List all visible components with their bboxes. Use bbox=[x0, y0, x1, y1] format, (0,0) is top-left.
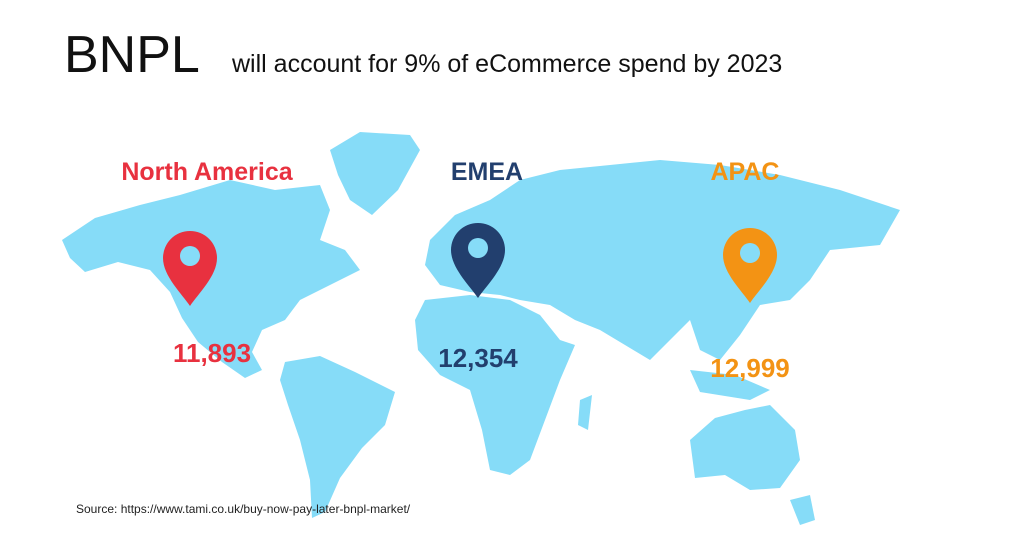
world-map bbox=[62, 132, 900, 525]
region-value: 12,999 bbox=[710, 353, 790, 383]
region-name: North America bbox=[121, 158, 293, 186]
region-value: 11,893 bbox=[173, 338, 251, 368]
pin-hole bbox=[468, 238, 488, 258]
subtitle: will account for 9% of eCommerce spend b… bbox=[231, 50, 782, 78]
location-pin bbox=[723, 228, 777, 303]
pin-body bbox=[723, 228, 777, 303]
pin-body bbox=[451, 223, 505, 298]
greenland bbox=[330, 132, 420, 215]
north-america bbox=[62, 180, 360, 378]
region-name: EMEA bbox=[451, 158, 523, 186]
location-pin bbox=[451, 223, 505, 298]
pin-body bbox=[163, 231, 217, 306]
south-america bbox=[280, 356, 395, 518]
region-value: 12,354 bbox=[438, 343, 518, 373]
africa bbox=[415, 295, 575, 475]
source: Source: https://www.tami.co.uk/buy-now-p… bbox=[76, 502, 411, 516]
region-name: APAC bbox=[711, 158, 780, 186]
pin-hole bbox=[180, 246, 200, 266]
title: BNPL bbox=[64, 26, 200, 84]
location-pin bbox=[163, 231, 217, 306]
pin-hole bbox=[740, 243, 760, 263]
eurasia bbox=[425, 160, 900, 360]
australia bbox=[690, 405, 800, 490]
